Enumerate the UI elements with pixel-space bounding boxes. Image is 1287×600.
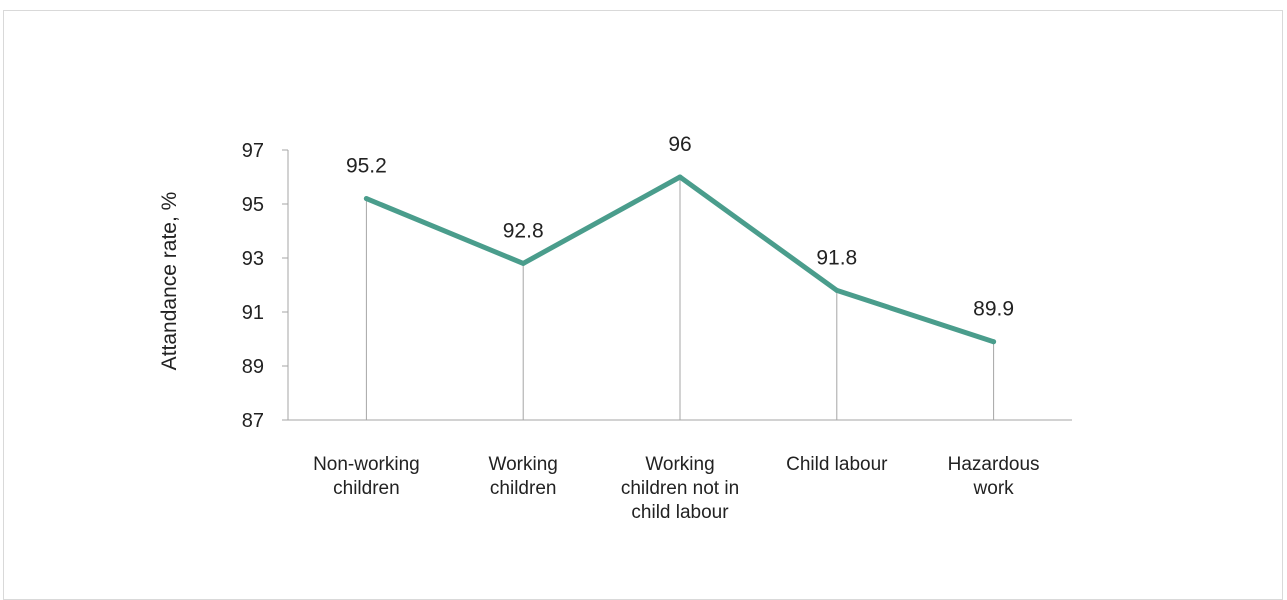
y-axis-title: Attandance rate, % <box>158 192 181 371</box>
y-tick-label: 93 <box>242 248 264 270</box>
data-label: 95.2 <box>346 155 387 178</box>
y-tick-label: 87 <box>242 410 264 432</box>
category-label-line: Non-working <box>313 454 420 475</box>
data-point <box>520 260 526 266</box>
data-point <box>834 287 840 293</box>
y-tick-label: 95 <box>242 194 264 216</box>
category-label: Child labour <box>786 454 888 475</box>
data-label: 91.8 <box>816 246 857 269</box>
y-tick-label: 89 <box>242 356 264 378</box>
category-label-line: Working <box>645 454 714 475</box>
data-point <box>991 339 997 345</box>
data-label: 89.9 <box>973 298 1014 321</box>
category-label-line: Working <box>489 454 558 475</box>
data-label: 96 <box>668 133 691 156</box>
chart-frame <box>3 10 1283 600</box>
category-label-line: children <box>490 478 557 499</box>
data-series <box>363 174 997 345</box>
y-tick-label: 97 <box>242 140 264 162</box>
category-label: Hazardous work <box>948 454 1040 499</box>
y-tick-label: 91 <box>242 302 264 324</box>
drop-lines <box>365 177 995 420</box>
category-label: Working children not in child labour <box>621 454 739 523</box>
data-label: 92.8 <box>503 219 544 242</box>
category-label: Non-working children <box>313 454 420 499</box>
category-label-line: work <box>973 478 1015 499</box>
y-axis: 87 89 91 93 95 97 <box>242 140 289 432</box>
category-label-line: child labour <box>631 502 729 523</box>
category-label: Working children <box>489 454 558 499</box>
data-labels: 95.2 92.8 96 91.8 89.9 <box>346 133 1014 321</box>
category-label-line: children not in <box>621 478 739 499</box>
category-label-line: Hazardous <box>948 454 1040 475</box>
data-point <box>677 174 683 180</box>
category-label-line: children <box>333 478 400 499</box>
category-label-line: Child labour <box>786 454 888 475</box>
data-point <box>363 196 369 202</box>
